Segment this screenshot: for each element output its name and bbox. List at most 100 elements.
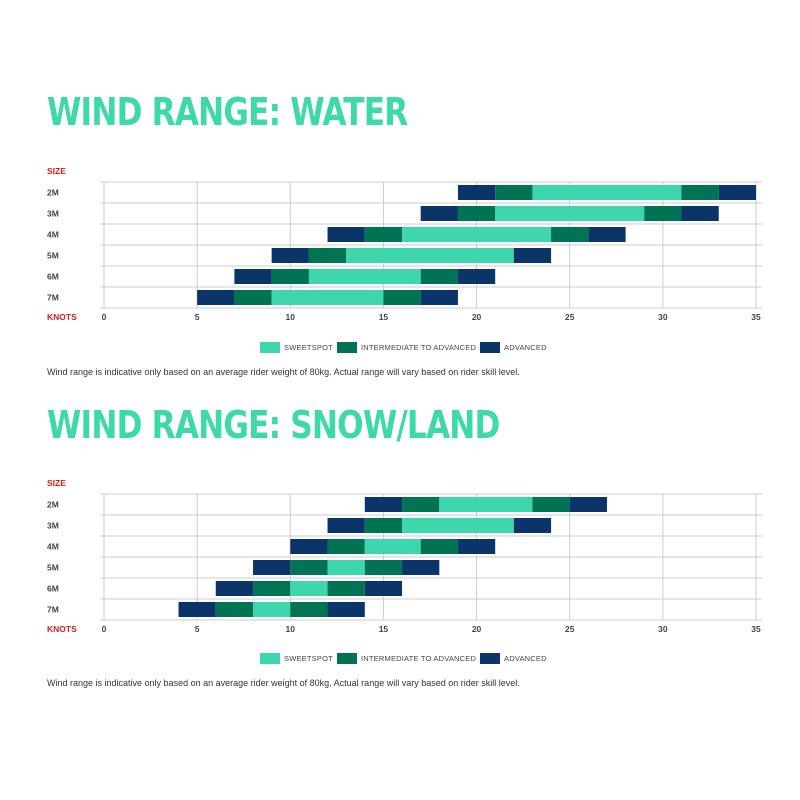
wind-range-note: Wind range is indicative only based on a… [47, 367, 520, 377]
x-tick-label: 25 [565, 624, 575, 634]
bar-segment-sweetspot [532, 185, 682, 200]
x-axis-title: KNOTS [47, 312, 77, 322]
y-tick-label: 4M [47, 230, 59, 240]
legend-item-intermediate: INTERMEDIATE TO ADVANCED [337, 653, 476, 664]
legend-swatch-intermediate [337, 653, 357, 664]
x-tick-label: 0 [102, 624, 107, 634]
bar-segment-intermediate [644, 206, 682, 221]
legend-label-sweetspot: SWEETSPOT [284, 343, 333, 352]
bar-segment-advanced [215, 581, 254, 596]
x-tick-label: 15 [379, 312, 389, 322]
x-tick-label: 15 [379, 624, 389, 634]
bar-segment-advanced [457, 269, 496, 284]
bar-segment-intermediate [253, 581, 291, 596]
bar-segment-sweetspot [495, 206, 645, 221]
y-tick-label: 3M [47, 521, 59, 531]
y-tick-label: 5M [47, 563, 59, 573]
legend-swatch-intermediate [337, 342, 357, 353]
x-tick-label: 25 [565, 312, 575, 322]
snow-land-range-chart: SIZE 2M 3M 4M 5M 6M 7M KNOTS 0 5 10 15 20 25 30 35 [47, 478, 762, 634]
bar-segment-intermediate [457, 206, 496, 221]
bar-segment-advanced [588, 227, 626, 242]
legend-item-sweetspot: SWEETSPOT [260, 653, 333, 664]
bar-segment-sweetspot [327, 560, 365, 575]
bar-segment-intermediate [271, 269, 309, 284]
bar-segment-sweetspot [346, 248, 514, 263]
bar-segment-advanced [234, 269, 272, 284]
bar-segment-intermediate [215, 602, 254, 617]
legend-swatch-advanced [480, 342, 500, 353]
bar-segment-intermediate [290, 602, 328, 617]
bar-segment-intermediate [420, 269, 458, 284]
bar-segment-intermediate [364, 518, 403, 533]
legend-label-sweetspot: SWEETSPOT [284, 654, 333, 663]
x-axis-title: KNOTS [47, 624, 77, 634]
bar-segment-sweetspot [402, 227, 552, 242]
legend-label-advanced: ADVANCED [504, 343, 547, 352]
y-tick-label: 2M [47, 188, 59, 198]
x-tick-label: 5 [195, 624, 200, 634]
wind-range-note: Wind range is indicative only based on a… [47, 678, 520, 688]
bar-segment-intermediate [551, 227, 589, 242]
y-tick-label: 7M [47, 293, 59, 303]
y-tick-label: 4M [47, 542, 59, 552]
bar-segment-intermediate [234, 290, 272, 305]
bar-segment-advanced [402, 560, 440, 575]
x-tick-label: 5 [195, 312, 200, 322]
bar-segment-sweetspot [290, 581, 328, 596]
legend-item-advanced: ADVANCED [480, 653, 547, 664]
bar-segment-advanced [569, 497, 607, 512]
bar-segment-advanced [178, 602, 216, 617]
bar-segment-intermediate [495, 185, 533, 200]
bar-segment-advanced [271, 248, 309, 263]
bar-segment-intermediate [364, 560, 403, 575]
bar-segment-intermediate [290, 560, 328, 575]
y-axis-title: SIZE [47, 166, 66, 176]
legend-swatch-advanced [480, 653, 500, 664]
legend-swatch-sweetspot [260, 653, 280, 664]
bar-segment-advanced [253, 560, 291, 575]
bar-segment-advanced [290, 539, 328, 554]
bar-segment-intermediate [327, 539, 365, 554]
bar-segment-intermediate [681, 185, 719, 200]
legend-label-advanced: ADVANCED [504, 654, 547, 663]
bar-segment-advanced [457, 539, 496, 554]
bar-segment-advanced [513, 518, 552, 533]
y-axis-title: SIZE [47, 478, 66, 488]
bar-segment-sweetspot [402, 518, 514, 533]
bar-segment-advanced [327, 518, 365, 533]
legend-item-intermediate: INTERMEDIATE TO ADVANCED [337, 342, 476, 353]
y-tick-label: 7M [47, 605, 59, 615]
bar-segment-advanced [420, 206, 458, 221]
bar-segment-advanced [457, 185, 496, 200]
bar-segment-intermediate [364, 227, 403, 242]
bar-segment-intermediate [308, 248, 347, 263]
bar-segment-intermediate [383, 290, 421, 305]
legend-label-intermediate: INTERMEDIATE TO ADVANCED [361, 654, 477, 663]
chart-legend: SWEETSPOT INTERMEDIATE TO ADVANCED ADVAN… [0, 653, 800, 667]
y-tick-label: 2M [47, 500, 59, 510]
bar-segment-sweetspot [271, 290, 384, 305]
legend-label-intermediate: INTERMEDIATE TO ADVANCED [361, 343, 477, 352]
bar-segment-advanced [681, 206, 719, 221]
y-tick-label: 6M [47, 584, 59, 594]
bar-segment-advanced [420, 290, 458, 305]
x-tick-label: 35 [751, 312, 761, 322]
y-tick-label: 5M [47, 251, 59, 261]
y-tick-label: 6M [47, 272, 59, 282]
bar-segment-sweetspot [308, 269, 421, 284]
bar-segment-intermediate [402, 497, 440, 512]
x-tick-label: 30 [658, 624, 668, 634]
x-tick-label: 30 [658, 312, 668, 322]
bar-segment-sweetspot [439, 497, 533, 512]
bar-segment-intermediate [532, 497, 570, 512]
legend-swatch-sweetspot [260, 342, 280, 353]
bar-segment-intermediate [327, 581, 365, 596]
bar-segment-advanced [718, 185, 756, 200]
x-tick-label: 10 [286, 312, 296, 322]
x-tick-label: 20 [472, 312, 482, 322]
x-tick-label: 20 [472, 624, 482, 634]
x-tick-label: 0 [102, 312, 107, 322]
x-tick-label: 10 [286, 624, 296, 634]
bar-segment-advanced [364, 581, 403, 596]
